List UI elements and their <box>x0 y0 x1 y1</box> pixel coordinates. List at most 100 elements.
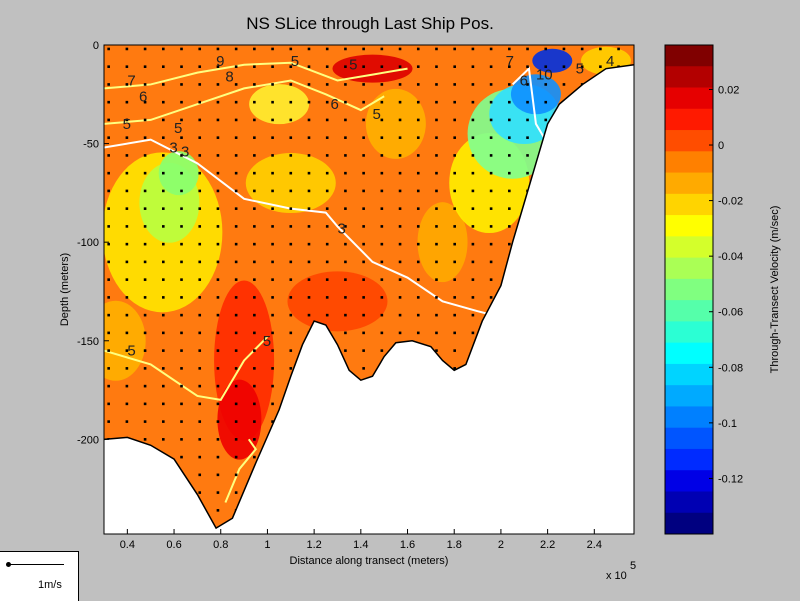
sample-point <box>216 225 220 228</box>
sample-point <box>271 402 274 406</box>
plot-frame <box>103 44 635 535</box>
sample-point <box>180 313 183 317</box>
sample-point <box>398 242 402 246</box>
colorbar-tick-label: 0 <box>718 140 724 152</box>
sample-point <box>234 420 238 423</box>
colorbar-segment <box>665 278 713 301</box>
sample-point <box>380 65 384 68</box>
sample-point <box>325 296 329 299</box>
sample-point <box>180 278 183 281</box>
sample-point <box>453 171 456 175</box>
sample-point <box>471 313 475 317</box>
sample-point <box>271 225 274 228</box>
sample-point <box>489 65 493 68</box>
sample-point <box>198 260 202 264</box>
sample-point <box>143 207 147 210</box>
sample-point <box>107 349 110 352</box>
sample-point <box>234 154 238 157</box>
sample-point <box>380 296 384 299</box>
sample-point <box>253 225 256 228</box>
sample-point <box>271 420 274 423</box>
sample-point <box>471 154 475 157</box>
sample-point <box>198 47 202 51</box>
sample-point <box>162 100 165 104</box>
sample-point <box>380 83 384 86</box>
sample-point <box>453 260 456 264</box>
sample-point <box>416 313 420 317</box>
colorbar-segment <box>665 130 713 152</box>
sample-point <box>162 367 165 370</box>
sample-point <box>143 331 147 335</box>
sample-point <box>508 100 511 104</box>
colorbar-segment <box>665 300 713 322</box>
field-blob <box>287 271 388 332</box>
sample-point <box>216 260 220 264</box>
sample-point <box>289 189 293 193</box>
sample-point <box>216 278 220 281</box>
sample-point <box>234 65 238 68</box>
sample-point <box>143 171 147 175</box>
contour-label: 3 <box>181 143 189 160</box>
sample-point <box>180 296 183 299</box>
sample-point <box>198 225 202 228</box>
sample-point <box>271 47 274 51</box>
sample-point <box>180 171 183 175</box>
sample-point <box>198 402 202 406</box>
sample-point <box>325 83 329 86</box>
colorbar-segment <box>665 66 713 89</box>
sample-point <box>508 47 511 51</box>
contour-line-5b <box>104 79 385 125</box>
sample-point <box>198 420 202 423</box>
sample-point <box>398 278 402 281</box>
sample-point <box>508 225 511 228</box>
sample-point <box>416 100 420 104</box>
sample-point <box>453 207 456 210</box>
sample-point <box>107 65 110 68</box>
sample-point <box>107 278 110 281</box>
sample-point <box>180 242 183 246</box>
sample-point <box>416 331 420 335</box>
sample-point <box>271 207 274 210</box>
sample-point <box>271 83 274 86</box>
contour-label: 9 <box>216 53 224 70</box>
sample-point <box>234 402 238 406</box>
sample-point <box>526 65 529 68</box>
sample-point <box>453 100 456 104</box>
sample-point <box>271 260 274 264</box>
sample-point <box>289 242 293 246</box>
sample-point <box>198 154 202 157</box>
sample-point <box>180 402 183 406</box>
sample-point <box>289 154 293 157</box>
sample-point <box>180 331 183 335</box>
sample-point <box>289 278 293 281</box>
sample-point <box>435 242 438 246</box>
sample-point <box>125 420 129 423</box>
sample-point <box>162 171 165 175</box>
sample-point <box>216 402 220 406</box>
sample-point <box>471 331 475 335</box>
sample-point <box>125 136 129 139</box>
velocity-scale-legend: 1m/s <box>0 551 79 601</box>
sample-point <box>435 260 438 264</box>
field-blob <box>245 153 336 214</box>
x-tick-label: 0.6 <box>166 539 181 551</box>
sample-point <box>143 136 147 139</box>
sample-point <box>435 65 438 68</box>
sample-point <box>307 313 311 317</box>
x-tick-label: 1.2 <box>306 539 321 551</box>
sample-point <box>216 473 220 477</box>
sample-point <box>435 207 438 210</box>
sample-point <box>107 171 110 175</box>
sample-point <box>125 242 129 246</box>
sample-point <box>234 171 238 175</box>
sample-point <box>398 296 402 299</box>
sample-point <box>380 242 384 246</box>
x-axis-multiplier-exponent: 5 <box>630 560 636 572</box>
sample-point <box>162 278 165 281</box>
sample-point <box>325 260 329 264</box>
sample-point <box>344 260 347 264</box>
sample-point <box>234 189 238 193</box>
colorbar-tick-label: -0.1 <box>718 418 737 430</box>
sample-point <box>271 296 274 299</box>
sample-point <box>599 65 602 68</box>
